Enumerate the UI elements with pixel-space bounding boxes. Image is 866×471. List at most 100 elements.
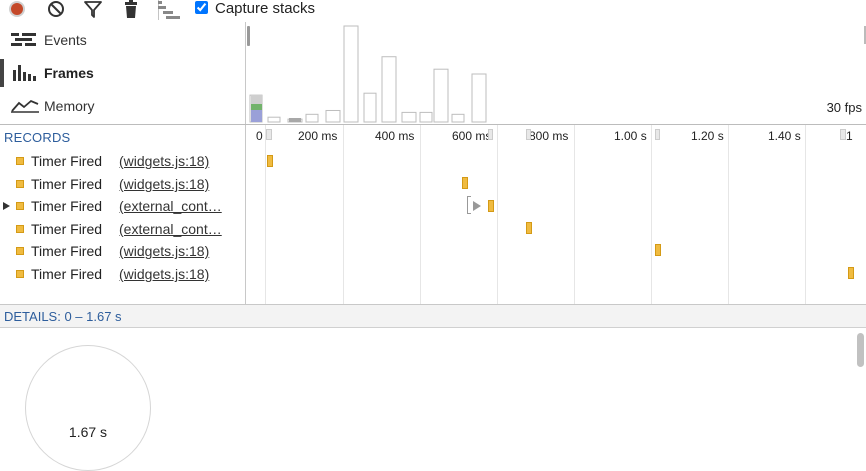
- timeline-divider: [0, 124, 866, 125]
- gridline: [651, 125, 652, 304]
- overview-window-handle[interactable]: [247, 26, 250, 46]
- frame-bar-segment: [251, 95, 262, 104]
- gridline: [728, 125, 729, 304]
- record-type: Timer Fired: [31, 221, 103, 237]
- time-tick-label: 1: [846, 129, 853, 143]
- frame-bar[interactable]: [419, 111, 433, 123]
- timeline-event-bar[interactable]: [267, 155, 273, 167]
- record-row[interactable]: Timer Fired (widgets.js:18): [0, 174, 245, 196]
- frame-bar-segment: [289, 118, 301, 122]
- time-tick-label: 1.00 s: [614, 129, 647, 143]
- gridline: [574, 125, 575, 304]
- frame-marker: [266, 129, 272, 140]
- time-tick-label: 0: [256, 129, 263, 143]
- record-row[interactable]: Timer Fired (widgets.js:18): [0, 264, 245, 286]
- fps-label: 30 fps: [826, 100, 862, 115]
- overview-tab-label: Memory: [44, 98, 95, 114]
- record-color-swatch: [16, 157, 24, 165]
- record-type: Timer Fired: [31, 176, 103, 192]
- gridline: [343, 125, 344, 304]
- frame-bar[interactable]: [433, 68, 449, 123]
- frame-marker: [840, 129, 846, 140]
- records-column-divider: [245, 125, 246, 304]
- record-row[interactable]: Timer Fired (external_cont…: [0, 196, 245, 218]
- gridline: [497, 125, 498, 304]
- gridline: [265, 125, 266, 304]
- event-group-bracket: [467, 196, 471, 214]
- timeline-event-bar[interactable]: [462, 177, 468, 189]
- time-tick-label: 400 ms: [375, 129, 415, 143]
- overview-tab-events[interactable]: Events: [0, 24, 246, 56]
- record-type: Timer Fired: [31, 198, 103, 214]
- record-source-link[interactable]: (external_cont…: [119, 221, 222, 237]
- frame-bar[interactable]: [363, 92, 377, 123]
- frame-marker: [488, 129, 493, 140]
- overview-divider: [245, 22, 246, 124]
- expand-triangle-icon[interactable]: [3, 202, 10, 210]
- record-color-swatch: [16, 247, 24, 255]
- record-color-swatch: [16, 202, 24, 210]
- record-icon[interactable]: [7, 0, 27, 20]
- details-scrollbar[interactable]: [857, 333, 864, 367]
- filter-icon[interactable]: [83, 0, 103, 20]
- timeline-event-bar[interactable]: [848, 267, 854, 279]
- expand-group-icon[interactable]: [473, 201, 481, 211]
- record-color-swatch: [16, 180, 24, 188]
- frames-overview-chart[interactable]: [246, 22, 866, 124]
- frame-marker: [526, 129, 531, 140]
- frame-bar[interactable]: [401, 111, 417, 123]
- record-type: Timer Fired: [31, 153, 103, 169]
- record-source-link[interactable]: (widgets.js:18): [119, 153, 210, 169]
- frame-bar[interactable]: [267, 116, 281, 123]
- records-header: RECORDS: [4, 130, 71, 145]
- details-pie-chart: [25, 345, 151, 471]
- record-color-swatch: [16, 270, 24, 278]
- overview-tab-memory[interactable]: Memory: [0, 90, 246, 122]
- time-tick-label: 200 ms: [298, 129, 338, 143]
- details-range-label: DETAILS: 0 – 1.67 s: [4, 309, 122, 324]
- record-row[interactable]: Timer Fired (widgets.js:18): [0, 241, 245, 263]
- time-tick-label: 800 ms: [529, 129, 569, 143]
- record-color-swatch: [16, 225, 24, 233]
- timeline-event-bar[interactable]: [655, 244, 661, 256]
- timeline-event-bar[interactable]: [526, 222, 532, 234]
- overview-tab-label: Frames: [44, 65, 94, 81]
- capture-stacks-checkbox[interactable]: [195, 1, 208, 14]
- frame-bar-segment: [251, 104, 262, 110]
- gridline: [420, 125, 421, 304]
- record-source-link[interactable]: (widgets.js:18): [119, 266, 210, 282]
- trash-icon[interactable]: [122, 0, 142, 20]
- overview-pane: Events Frames Memory: [0, 22, 866, 124]
- details-header[interactable]: [0, 304, 866, 328]
- frame-bar[interactable]: [305, 113, 319, 123]
- overview-window-handle-right[interactable]: [864, 26, 866, 44]
- frames-icon: [13, 65, 37, 86]
- frame-bar[interactable]: [451, 113, 465, 123]
- frame-bar-segment: [251, 110, 262, 122]
- timeline-event-bar[interactable]: [488, 200, 494, 212]
- record-type: Timer Fired: [31, 266, 103, 282]
- frame-bar[interactable]: [325, 109, 341, 123]
- flame-chart-icon[interactable]: [157, 0, 180, 20]
- toolbar: Capture stacks: [0, 0, 866, 22]
- record-row[interactable]: Timer Fired (external_cont…: [0, 219, 245, 241]
- frame-bar[interactable]: [471, 73, 487, 123]
- time-tick-label: 1.20 s: [691, 129, 724, 143]
- memory-icon: [11, 97, 39, 118]
- time-tick-label: 1.40 s: [768, 129, 801, 143]
- record-source-link[interactable]: (external_cont…: [119, 198, 222, 214]
- record-source-link[interactable]: (widgets.js:18): [119, 176, 210, 192]
- overview-tab-frames[interactable]: Frames: [0, 57, 246, 89]
- capture-stacks-label: Capture stacks: [215, 0, 316, 17]
- record-source-link[interactable]: (widgets.js:18): [119, 243, 210, 259]
- clear-icon[interactable]: [46, 0, 66, 20]
- events-icon: [11, 33, 37, 52]
- gridline: [805, 125, 806, 304]
- record-row[interactable]: Timer Fired (widgets.js:18): [0, 151, 245, 173]
- pie-total-label: 1.67 s: [68, 424, 108, 440]
- frame-bar[interactable]: [343, 25, 359, 123]
- active-tab-indicator: [0, 59, 4, 87]
- overview-tab-label: Events: [44, 32, 87, 48]
- frame-marker: [655, 129, 660, 140]
- frame-bar[interactable]: [381, 56, 397, 123]
